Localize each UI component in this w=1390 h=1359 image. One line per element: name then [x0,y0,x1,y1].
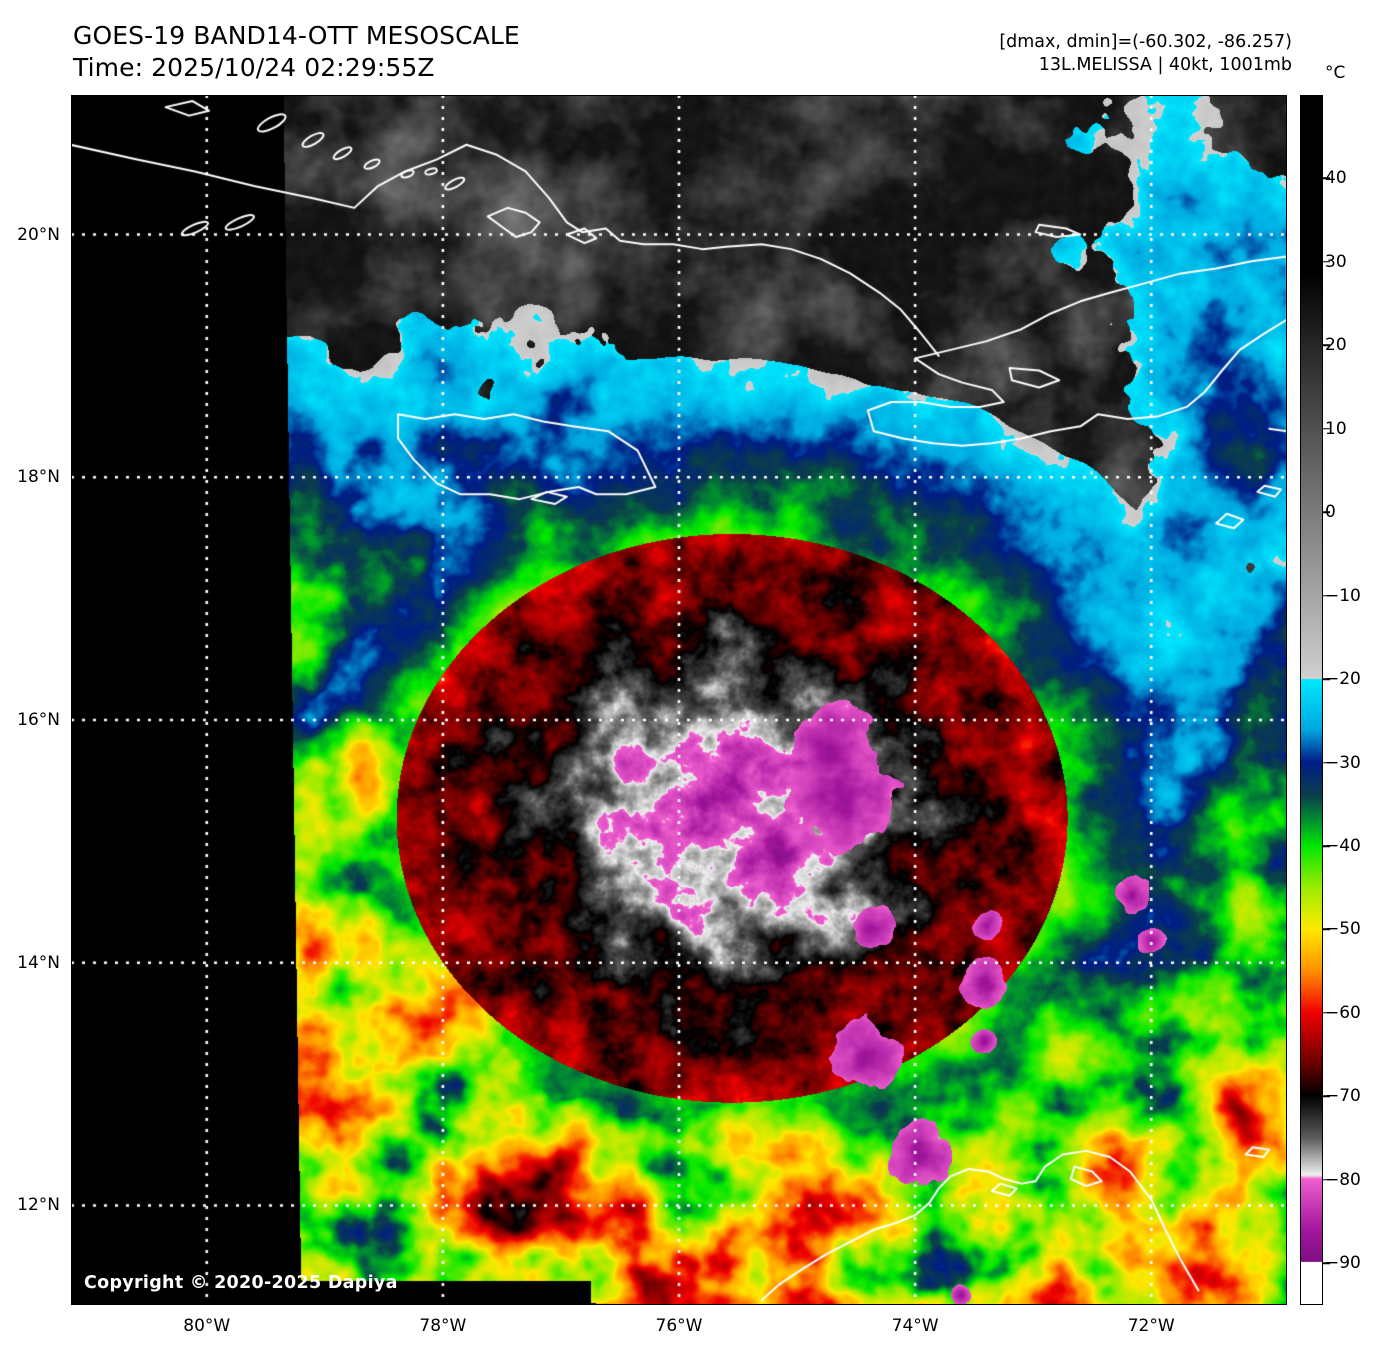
colorbar-tick-40: 40 [1325,168,1347,189]
colorbar-tickmark--70 [1323,1095,1330,1098]
colorbar-tick--30: −30 [1325,752,1361,773]
title-block: GOES-19 BAND14-OTT MESOSCALE Time: 2025/… [73,20,520,84]
colorbar-tickmark--80 [1323,1179,1330,1181]
latitude-tick-18°N: 18°N [17,467,60,488]
longitude-tick-80°W: 80°W [183,1316,231,1336]
longitude-tick-74°W: 74°W [891,1316,939,1336]
latitude-tick-12°N: 12°N [17,1195,60,1216]
temperature-colorbar[interactable] [1300,95,1323,1305]
longitude-tick-76°W: 76°W [655,1316,703,1336]
satellite-image-plot[interactable]: Copyright © 2020-2025 Dapiya [71,95,1287,1305]
colorbar-tick--40: −40 [1325,836,1361,857]
colorbar-tick--20: −20 [1325,669,1361,690]
colorbar-tick-0: 0 [1325,502,1336,523]
colorbar-tickmark-30 [1323,261,1330,263]
colorbar-tickmark-10 [1323,428,1330,430]
colorbar-tick-30: 30 [1325,251,1347,272]
colorbar-tick--50: −50 [1325,919,1361,940]
colorbar-tick--90: −90 [1325,1253,1361,1274]
longitude-tick-72°W: 72°W [1127,1316,1175,1336]
colorbar-tickmark-40 [1323,177,1330,180]
dminmax-label: [dmax, dmin]=(-60.302, -86.257) [999,32,1292,52]
colorbar-tickmark--90 [1323,1262,1330,1265]
colorbar-unit-label: °C [1325,63,1346,83]
colorbar-tick--60: −60 [1325,1002,1361,1023]
page-title: GOES-19 BAND14-OTT MESOSCALE [73,21,520,50]
copyright-label: Copyright © 2020-2025 Dapiya [84,1273,398,1293]
latitude-tick-16°N: 16°N [17,710,60,731]
latlon-gridlines [71,95,1287,1305]
colorbar-tick-20: 20 [1325,335,1347,356]
colorbar-tickmark--30 [1323,761,1330,764]
latitude-tick-14°N: 14°N [17,952,60,973]
colorbar-tick--70: −70 [1325,1086,1361,1107]
colorbar-tickmark-20 [1323,344,1330,347]
colorbar-tickmark--50 [1323,928,1330,931]
metadata-block: [dmax, dmin]=(-60.302, -86.257) 13L.MELI… [999,31,1292,77]
timestamp-label: Time: 2025/10/24 02:29:55Z [73,53,435,82]
colorbar-tick-10: 10 [1325,418,1347,439]
colorbar-tickmark--10 [1323,594,1330,597]
colorbar-tickmark--40 [1323,845,1330,847]
latitude-tick-20°N: 20°N [17,224,60,245]
storm-info-label: 13L.MELISSA | 40kt, 1001mb [1038,55,1292,75]
colorbar-tickmark-0 [1323,511,1330,513]
colorbar-tick--80: −80 [1325,1169,1361,1190]
colorbar-gradient [1301,96,1322,1304]
longitude-tick-78°W: 78°W [419,1316,467,1336]
colorbar-tickmark--60 [1323,1012,1330,1014]
colorbar-tick--10: −10 [1325,585,1361,606]
colorbar-tickmark--20 [1323,678,1330,680]
